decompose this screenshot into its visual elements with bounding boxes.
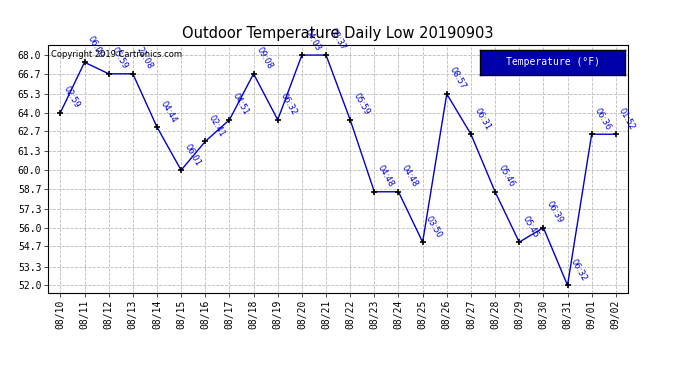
- Text: 04:48: 04:48: [376, 164, 395, 189]
- Text: 04:48: 04:48: [400, 164, 420, 189]
- Text: 01:52: 01:52: [618, 106, 637, 131]
- Text: 06:32: 06:32: [279, 92, 299, 117]
- Text: 05:59: 05:59: [352, 92, 371, 117]
- Text: 06:00: 06:00: [86, 34, 106, 60]
- Text: 02:41: 02:41: [207, 114, 226, 139]
- Text: 06:31: 06:31: [473, 106, 492, 131]
- Text: 06:36: 06:36: [593, 106, 613, 131]
- Text: 05:46: 05:46: [497, 164, 516, 189]
- Text: 02:59: 02:59: [62, 85, 81, 110]
- Text: 05:45: 05:45: [521, 214, 540, 239]
- Text: 04:51: 04:51: [231, 92, 250, 117]
- Text: 04:44: 04:44: [159, 99, 178, 124]
- Text: Copyright 2019 Cartronics.com: Copyright 2019 Cartronics.com: [51, 50, 182, 59]
- Text: 06:01: 06:01: [183, 142, 202, 167]
- Title: Outdoor Temperature Daily Low 20190903: Outdoor Temperature Daily Low 20190903: [182, 26, 494, 41]
- Text: 06:39: 06:39: [545, 200, 564, 225]
- Text: 08:57: 08:57: [448, 66, 468, 91]
- Text: 06:32: 06:32: [569, 257, 589, 282]
- Text: 03:50: 03:50: [424, 214, 444, 239]
- Text: 09:08: 09:08: [255, 46, 275, 71]
- Text: 04:03: 04:03: [304, 27, 323, 52]
- Text: 21:08: 21:08: [135, 46, 154, 71]
- Text: 03:37: 03:37: [328, 27, 347, 52]
- Text: 05:59: 05:59: [110, 46, 130, 71]
